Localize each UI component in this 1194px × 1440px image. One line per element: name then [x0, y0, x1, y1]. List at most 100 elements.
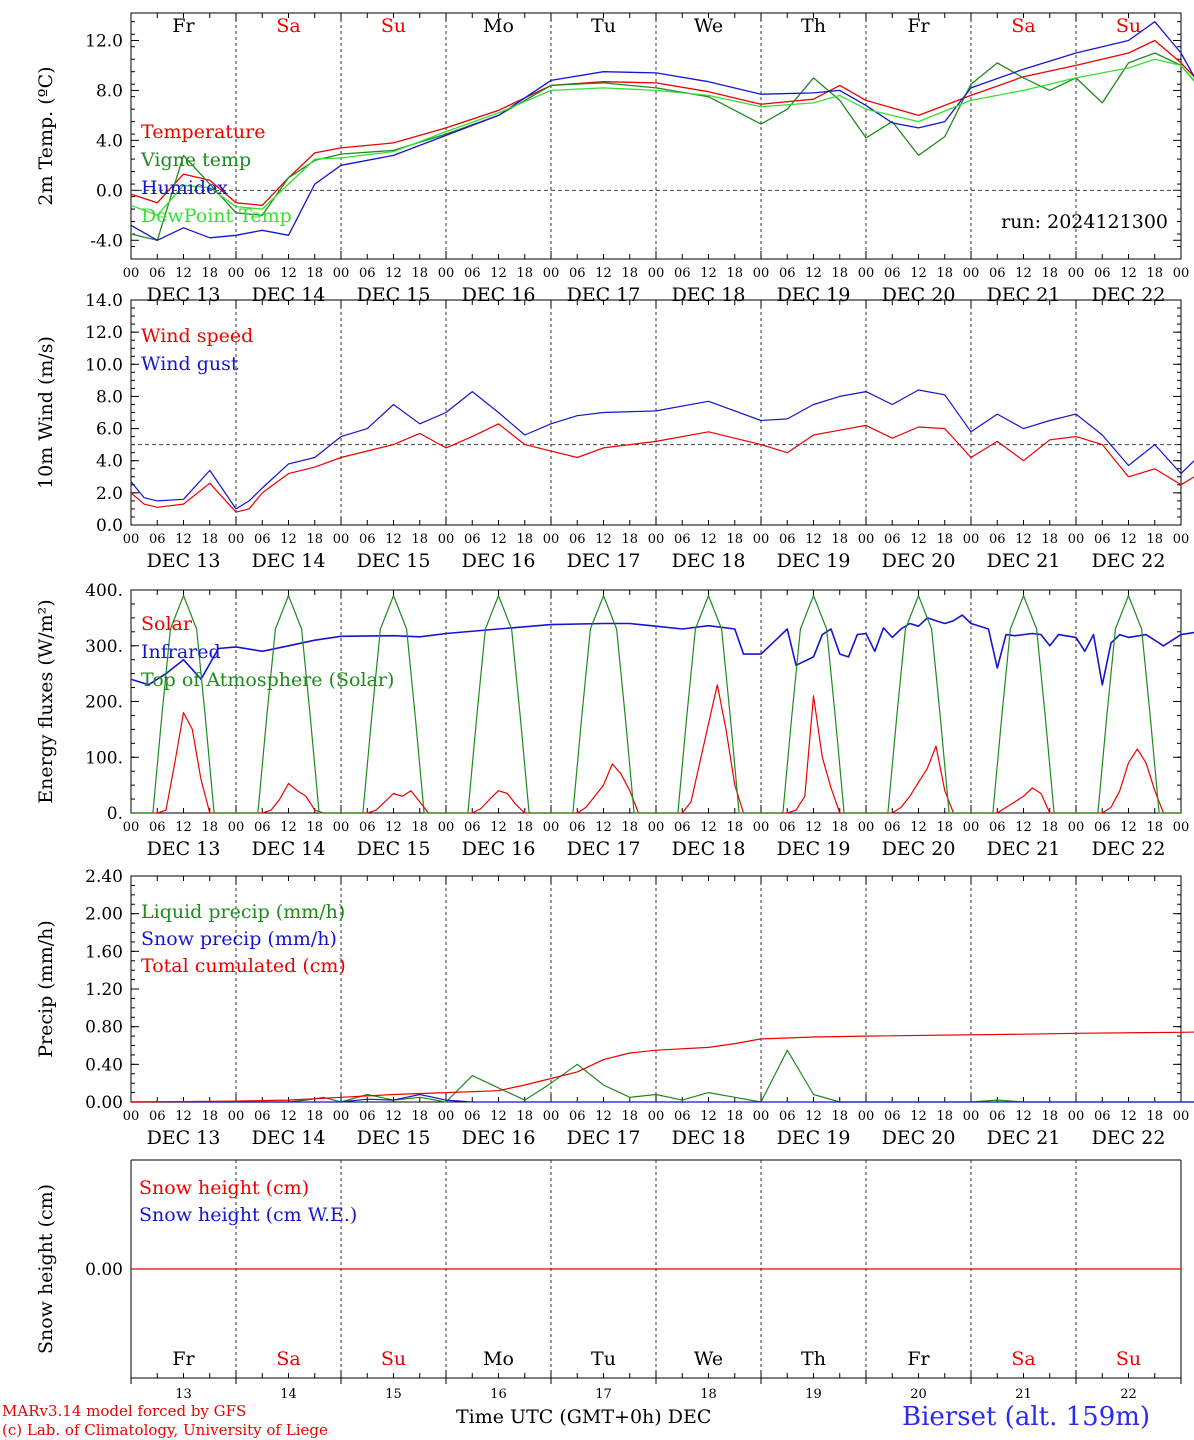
panel-4-ytick-label: 2.00 — [85, 905, 123, 925]
panel-2-hour-label: 06 — [569, 532, 586, 547]
panel-1-series-line — [130, 58, 1194, 216]
panel-1-ylabel: 2m Temp. (ºC) — [35, 66, 57, 205]
panel-1-hour-label: 06 — [569, 266, 586, 281]
panel-1-hour-label: 12 — [385, 266, 402, 281]
panel-2-hour-label: 18 — [1041, 532, 1058, 547]
panel-2-hour-label: 18 — [516, 532, 533, 547]
panel-2-date-label: DEC 14 — [252, 550, 326, 572]
panel-2-hour-label: 12 — [805, 532, 822, 547]
panel-3-hour-label: 00 — [333, 820, 350, 835]
panel-3-ytick-label: 400. — [85, 581, 123, 601]
panel-4-hour-label: 18 — [936, 1109, 953, 1124]
panel-3-hour-label: 18 — [831, 820, 848, 835]
panel-1-hour-label: 00 — [438, 266, 455, 281]
panel-1-hour-label: 06 — [359, 266, 376, 281]
panel-4-hour-label: 12 — [175, 1109, 192, 1124]
panel-3-hour-label: 00 — [438, 820, 455, 835]
panel-2-hour-label: 00 — [858, 532, 875, 547]
panel-4-hour-label: 00 — [438, 1109, 455, 1124]
panel-5-legend-entry: Snow height (cm W.E.) — [139, 1204, 357, 1226]
panel-4-hour-label: 18 — [1146, 1109, 1163, 1124]
panel-3-ytick-label: 100. — [85, 748, 123, 768]
panel-1-ytick-label: 0.0 — [96, 181, 123, 201]
panel-3-hour-label: 12 — [280, 820, 297, 835]
panel-4-hour-label: 18 — [1041, 1109, 1058, 1124]
panel-3-frame — [130, 589, 1182, 814]
panel-4-hour-label: 00 — [648, 1109, 665, 1124]
panel-4-hour-label: 00 — [123, 1109, 140, 1124]
panel-3-hour-label: 18 — [411, 820, 428, 835]
panel-2-hour-label: 18 — [306, 532, 323, 547]
panel-4-series-line — [131, 1093, 1194, 1103]
panel-3-hour-label: 12 — [595, 820, 612, 835]
panel-1-hour-label: 12 — [175, 266, 192, 281]
panel-4-series-line — [130, 1031, 1194, 1103]
panel-5-weekday-label: We — [694, 1348, 723, 1370]
panel-4-hour-label: 06 — [779, 1109, 796, 1124]
panel-2-hour-label: 00 — [228, 532, 245, 547]
panel-4-hour-label: 12 — [490, 1109, 507, 1124]
panel-4-legend-entry: Snow precip (mm/h) — [141, 928, 337, 950]
panel-4-hour-label: 18 — [516, 1109, 533, 1124]
panel-3-hour-label: 00 — [1173, 820, 1190, 835]
panel-2-ytick-label: 2.0 — [96, 484, 123, 504]
panel-1-legend-entry: Temperature — [141, 121, 265, 143]
panel-1-hour-label: 06 — [779, 266, 796, 281]
panel-2-hour-label: 18 — [726, 532, 743, 547]
panel-2-hour-label: 12 — [280, 532, 297, 547]
panel-1-hour-label: 12 — [910, 266, 927, 281]
panel-2-ytick-label: 8.0 — [96, 387, 123, 407]
panel-4-hour-label: 18 — [411, 1109, 428, 1124]
panel-4-hour-label: 06 — [359, 1109, 376, 1124]
panel-2-ytick-label: 4.0 — [96, 452, 123, 472]
panel-4-hour-label: 12 — [595, 1109, 612, 1124]
panel-1-hour-label: 18 — [936, 266, 953, 281]
panel-4-hour-label: 12 — [280, 1109, 297, 1124]
panel-3-hour-label: 18 — [306, 820, 323, 835]
panel-2-hour-label: 06 — [779, 532, 796, 547]
panel-1-hour-label: 12 — [805, 266, 822, 281]
panel-1-series-line — [130, 39, 1194, 206]
panel-4-hour-label: 12 — [805, 1109, 822, 1124]
panel-4-ytick-label: 2.40 — [85, 867, 123, 887]
panel-5-weekday-label: Su — [1116, 1348, 1141, 1370]
panel-3-hour-label: 12 — [1015, 820, 1032, 835]
panel-3-hour-label: 18 — [516, 820, 533, 835]
panel-1-hour-label: 00 — [963, 266, 980, 281]
panel-3-hour-label: 18 — [621, 820, 638, 835]
panel-4-hour-label: 06 — [464, 1109, 481, 1124]
panel-5-daynum-label: 20 — [910, 1387, 927, 1402]
panel-5-weekday-label: Fr — [907, 1348, 930, 1370]
panel-3-hour-label: 06 — [989, 820, 1006, 835]
panel-5-daynum-label: 15 — [385, 1387, 402, 1402]
panel-3-ylabel: Energy fluxes (W/m²) — [35, 599, 57, 803]
panel-2-hour-label: 18 — [1146, 532, 1163, 547]
panel-4-hour-label: 12 — [385, 1109, 402, 1124]
panel-5-ytick-label: 0.00 — [85, 1260, 123, 1280]
panel-2-hour-label: 18 — [201, 532, 218, 547]
panel-1-weekday-label: Fr — [907, 15, 930, 37]
panel-5-daynum-label: 16 — [490, 1387, 507, 1402]
panel-4-legend-entry: Liquid precip (mm/h) — [141, 901, 345, 923]
panel-1-hour-label: 06 — [674, 266, 691, 281]
panel-4-ylabel: Precip (mm/h) — [35, 920, 57, 1058]
panel-1-weekday-label: We — [694, 15, 723, 37]
panel-1-hour-label: 18 — [1146, 266, 1163, 281]
panel-3-hour-label: 00 — [858, 820, 875, 835]
panel-4-series-line — [131, 1049, 1194, 1103]
panel-2-hour-label: 00 — [1068, 532, 1085, 547]
panel-3-hour-label: 06 — [674, 820, 691, 835]
panel-2-date-label: DEC 17 — [567, 550, 641, 572]
panel-1-hour-label: 18 — [726, 266, 743, 281]
panel-1-hour-label: 18 — [516, 266, 533, 281]
panel-4-hour-label: 06 — [569, 1109, 586, 1124]
panel-4-hour-label: 00 — [543, 1109, 560, 1124]
panel-2-date-label: DEC 19 — [777, 550, 851, 572]
panel-3-hour-label: 12 — [700, 820, 717, 835]
panel-1-ytick-label: 4.0 — [96, 131, 123, 151]
panel-1-weekday-label: Sa — [1011, 15, 1035, 37]
panel-1-legend-entry: Vigne temp — [140, 149, 251, 171]
panel-1-hour-label: 18 — [1041, 266, 1058, 281]
panel-3-hour-label: 06 — [884, 820, 901, 835]
panel-5-daynum-label: 22 — [1120, 1387, 1137, 1402]
